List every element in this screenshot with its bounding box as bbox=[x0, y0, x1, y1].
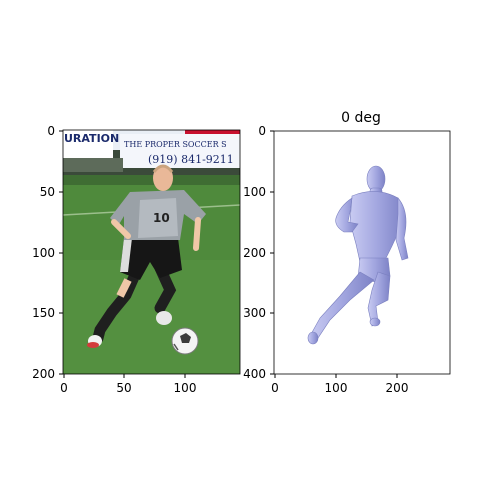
player-figure: 10 bbox=[87, 164, 206, 348]
tick-label: 100 bbox=[174, 381, 197, 395]
tick-label: 100 bbox=[243, 185, 266, 199]
banner-text-right: THE PROPER SOCCER S bbox=[124, 140, 227, 149]
tick-label: 0 bbox=[47, 124, 55, 138]
tick-label: 100 bbox=[325, 381, 348, 395]
left-y-axis: 0 50 100 150 200 bbox=[32, 124, 63, 381]
jersey-number: 10 bbox=[153, 211, 170, 225]
panel-title: 0 deg bbox=[341, 110, 381, 126]
tick-label: 0 bbox=[60, 381, 68, 395]
soccer-ball bbox=[171, 327, 199, 355]
tick-label: 200 bbox=[32, 367, 55, 381]
tick-label: 400 bbox=[243, 367, 266, 381]
tick-label: 0 bbox=[258, 124, 266, 138]
tick-label: 200 bbox=[243, 246, 266, 260]
tick-label: 50 bbox=[116, 381, 131, 395]
right-x-axis: 0 100 200 bbox=[271, 374, 408, 395]
tick-label: 50 bbox=[40, 185, 55, 199]
left-axes-frame bbox=[62, 129, 241, 375]
banner-phone: (919) 841-9211 bbox=[148, 153, 234, 166]
tick-label: 0 bbox=[271, 381, 279, 395]
tick-label: 300 bbox=[243, 306, 266, 320]
right-panel: 0 deg bbox=[243, 110, 451, 395]
tick-label: 200 bbox=[386, 381, 409, 395]
left-x-axis: 0 50 100 bbox=[60, 374, 196, 395]
tick-label: 100 bbox=[32, 246, 55, 260]
left-panel: URATION THE PROPER SOCCER S (919) 841-92… bbox=[32, 124, 241, 395]
soccer-player-photo: URATION THE PROPER SOCCER S (919) 841-92… bbox=[63, 130, 240, 374]
banner-text-left: URATION bbox=[64, 132, 119, 145]
right-y-axis: 0 100 200 300 400 bbox=[243, 124, 274, 381]
tick-label: 150 bbox=[32, 306, 55, 320]
body-mesh-render bbox=[307, 165, 409, 345]
